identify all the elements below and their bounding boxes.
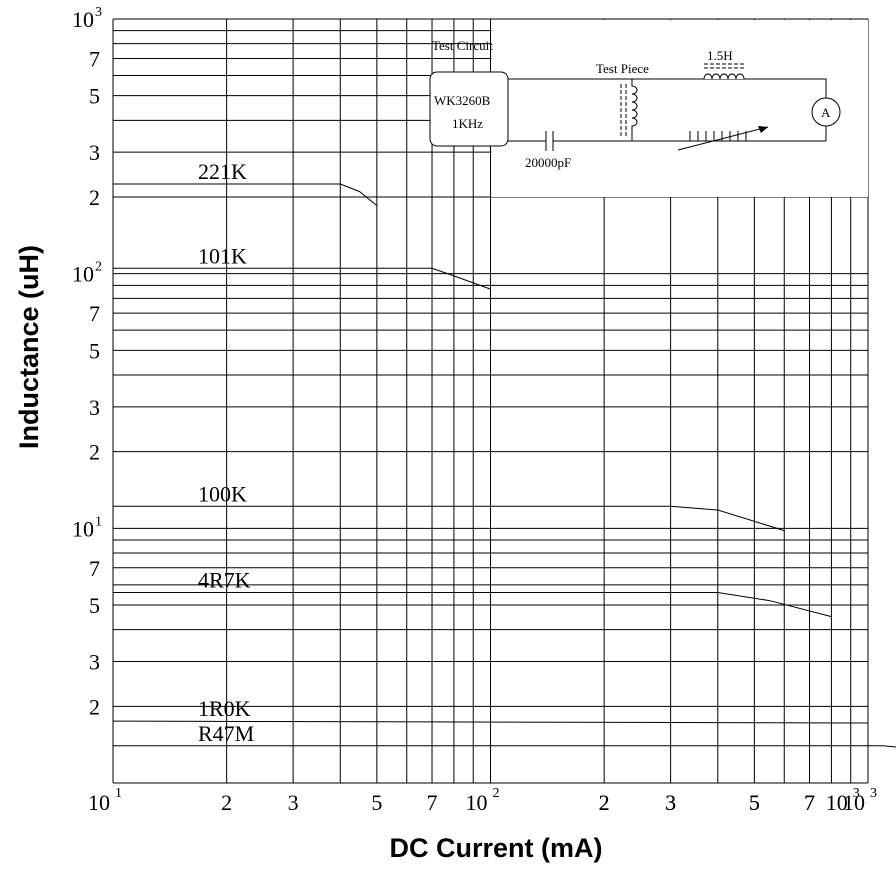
- y-tick-label-0: 10: [72, 7, 94, 32]
- x-tick-exp-5: 2: [493, 786, 500, 801]
- x-tick-label-10: 10: [843, 790, 865, 815]
- y-tick-label-12: 5: [89, 593, 100, 618]
- x-tick-exp-10: 3: [870, 786, 877, 801]
- test-piece-coil: [631, 79, 638, 141]
- inset-background: [491, 20, 868, 198]
- series-label-1R0K: 1R0K: [198, 696, 251, 721]
- inductor-coil: [703, 73, 745, 80]
- series-1R0K: [112, 720, 869, 724]
- y-tick-label-2: 5: [89, 84, 100, 109]
- y-tick-label-9: 2: [89, 440, 100, 465]
- x-axis-title: DC Current (mA): [390, 833, 603, 863]
- series-R47M: [113, 745, 896, 748]
- series-4R7K: [113, 592, 832, 618]
- meter-box: [429, 71, 509, 147]
- ammeter-label: A: [821, 105, 831, 120]
- y-tick-label-4: 2: [89, 185, 100, 210]
- series-221K: [113, 183, 378, 206]
- y-tick-label-8: 3: [89, 395, 100, 420]
- test-circuit-inset: Test Circuit WK3260B 1KHz 1.5H A 20000pF…: [429, 38, 841, 170]
- x-tick-label-4: 7: [427, 790, 438, 815]
- x-tick-label-15: 10: [826, 790, 848, 815]
- meter-frequency: 1KHz: [452, 116, 483, 131]
- y-tick-label-3: 3: [89, 140, 100, 165]
- y-tick-label-14: 2: [89, 694, 100, 719]
- y-tick-label-11: 7: [89, 556, 100, 581]
- x-tick-labels: 10 1 2 3 5 7 10 2 2 3 5 7 10 32 3 5 7 10 3: [88, 786, 877, 815]
- variable-resistor: [689, 131, 747, 141]
- inset-title: Test Circuit: [432, 38, 493, 53]
- series-label-R47M: R47M: [198, 721, 254, 746]
- x-tick-label-8: 5: [749, 790, 760, 815]
- y-tick-exp-10: 1: [95, 514, 102, 529]
- x-tick-label-12: 3: [665, 790, 676, 815]
- x-tick-label-11: 2: [599, 790, 610, 815]
- inset-area: [491, 20, 868, 198]
- test-piece-label: Test Piece: [596, 61, 649, 76]
- variable-resistor-arrow: [677, 126, 769, 151]
- y-tick-label-1: 7: [89, 46, 100, 71]
- x-tick-label-5: 10: [466, 790, 488, 815]
- y-tick-label-7: 5: [89, 338, 100, 363]
- x-tick-label-3: 5: [371, 790, 382, 815]
- series-101K: [113, 267, 491, 290]
- x-tick-label-14: 7: [804, 790, 815, 815]
- y-tick-label-10: 10: [72, 516, 94, 541]
- x-tick-label-7: 3: [665, 790, 676, 815]
- y-tick-exp-5: 2: [95, 260, 102, 275]
- y-tick-exp-0: 3: [95, 5, 102, 20]
- x-tick-exp-15: 3: [853, 786, 860, 801]
- inductor-label: 1.5H: [707, 48, 733, 63]
- series-label-100K: 100K: [198, 481, 247, 506]
- series-label-221K: 221K: [198, 159, 247, 184]
- y-tick-label-6: 7: [89, 301, 100, 326]
- x-tick-label-2: 3: [288, 790, 299, 815]
- series-layer: [112, 183, 896, 748]
- x-tick-label-1: 2: [221, 790, 232, 815]
- series-label-101K: 101K: [198, 243, 247, 268]
- x-tick-label-9: 7: [804, 790, 815, 815]
- meter-model: WK3260B: [434, 93, 491, 108]
- variable-resistor-arrowhead: [758, 126, 768, 133]
- x-tick-label-13: 5: [749, 790, 760, 815]
- y-tick-label-5: 10: [72, 262, 94, 287]
- y-axis-title: Inductance (uH): [14, 245, 44, 449]
- x-tick-label-6: 2: [599, 790, 610, 815]
- x-tick-exp-0: 1: [115, 786, 122, 801]
- series-label-4R7K: 4R7K: [198, 567, 251, 592]
- top-wire: [508, 78, 827, 98]
- y-tick-label-13: 3: [89, 649, 100, 674]
- capacitor-label: 20000pF: [525, 155, 571, 170]
- x-tick-label-0: 10: [88, 790, 110, 815]
- series-100K: [113, 505, 785, 532]
